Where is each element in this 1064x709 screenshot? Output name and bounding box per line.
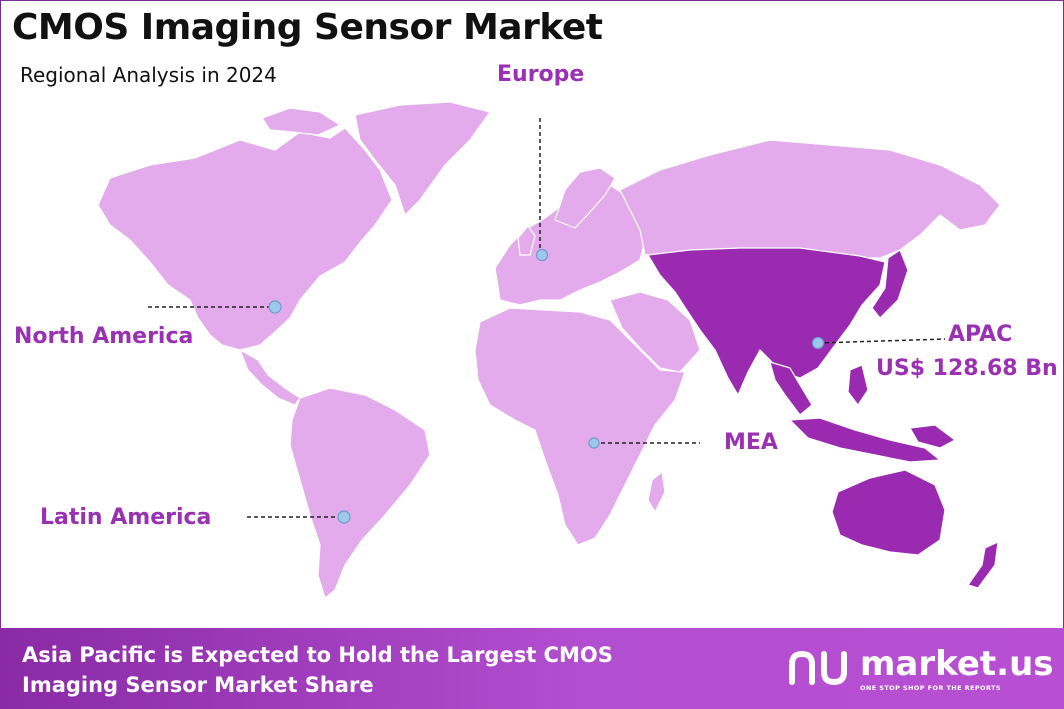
- philippines-landmass: [847, 364, 869, 406]
- apac-leader: [817, 338, 946, 344]
- australia-landmass: [831, 469, 946, 556]
- footer-line-1: Asia Pacific is Expected to Hold the Lar…: [22, 643, 613, 667]
- middle-east-landmass: [609, 291, 701, 373]
- north-america-landmass: [97, 127, 393, 351]
- russia-landmass: [619, 139, 1001, 259]
- apac-marker: [811, 336, 825, 350]
- apac-label: APAC: [948, 322, 1013, 347]
- europe-label: Europe: [497, 62, 585, 87]
- north-america-label: North America: [14, 324, 194, 349]
- madagascar-landmass: [647, 471, 666, 513]
- south-america-landmass: [289, 387, 431, 599]
- apac-value: US$ 128.68 Bn: [876, 356, 1058, 381]
- market-us-logo-tagline: ONE STOP SHOP FOR THE REPORTS: [860, 684, 1001, 692]
- europe-marker: [535, 248, 549, 262]
- latin-america-label: Latin America: [40, 505, 212, 530]
- page-subtitle: Regional Analysis in 2024: [20, 63, 277, 87]
- indonesia-landmass: [789, 417, 941, 463]
- page-title: CMOS Imaging Sensor Market: [12, 7, 603, 48]
- footer-message: Asia Pacific is Expected to Hold the Lar…: [22, 640, 722, 700]
- central-america-landmass: [239, 349, 301, 406]
- market-us-logo[interactable]: market.us ONE STOP SHOP FOR THE REPORTS: [788, 644, 1054, 704]
- market-us-logo-icon: [789, 650, 847, 686]
- arctic-islands-landmass: [261, 107, 341, 136]
- japan-landmass: [871, 249, 909, 319]
- papua-landmass: [909, 424, 956, 449]
- world-map: [97, 101, 1001, 599]
- southeast-asia-landmass: [769, 361, 813, 416]
- mea-marker: [588, 437, 600, 449]
- scandinavia-landmass: [554, 167, 616, 229]
- north-america-marker: [268, 300, 282, 314]
- new-zealand-landmass: [967, 541, 999, 589]
- footer-banner: Asia Pacific is Expected to Hold the Lar…: [0, 628, 1064, 709]
- greenland-landmass: [354, 101, 491, 216]
- market-us-logo-name: market.us: [860, 644, 1054, 684]
- uk-landmass: [517, 225, 536, 256]
- africa-landmass: [474, 307, 686, 546]
- mea-label: MEA: [724, 430, 778, 455]
- latin-america-marker: [337, 510, 351, 524]
- footer-line-2: Imaging Sensor Market Share: [22, 673, 374, 697]
